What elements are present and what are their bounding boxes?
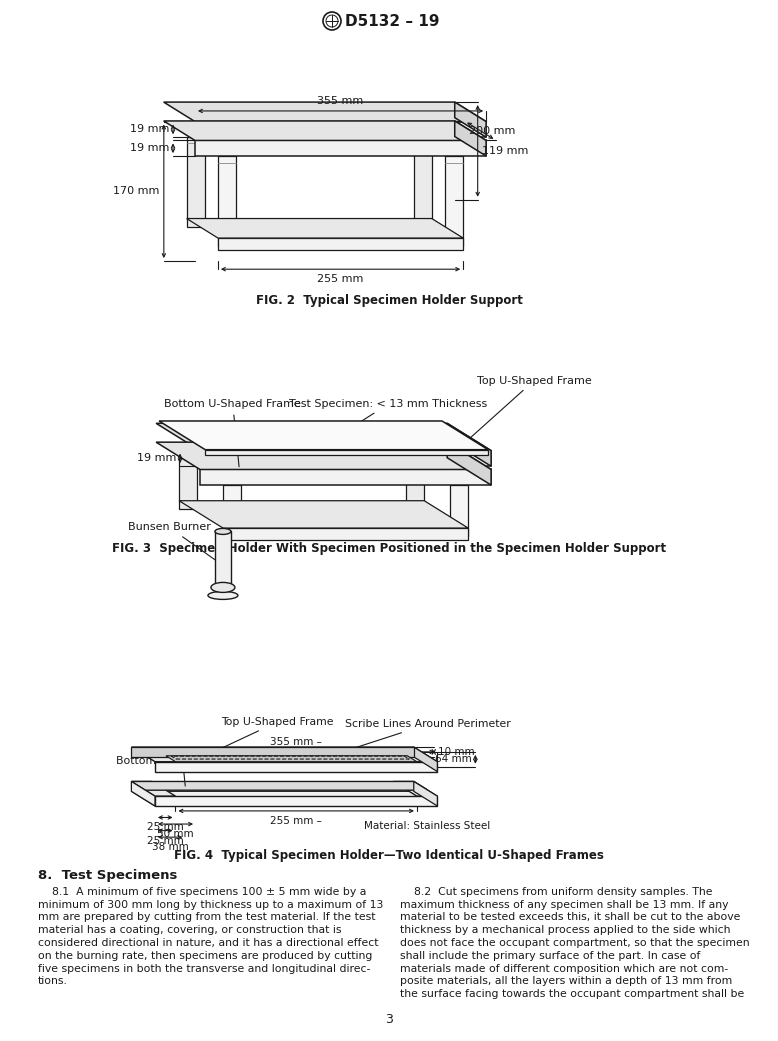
Polygon shape (393, 782, 437, 796)
Polygon shape (155, 796, 437, 806)
Polygon shape (215, 531, 231, 587)
Polygon shape (414, 747, 437, 771)
Text: 38 mm: 38 mm (152, 842, 188, 853)
Ellipse shape (211, 582, 235, 592)
Polygon shape (179, 501, 468, 528)
Polygon shape (200, 451, 491, 466)
Text: 119 mm: 119 mm (482, 146, 528, 156)
Polygon shape (195, 141, 486, 156)
Polygon shape (195, 122, 486, 137)
Polygon shape (447, 442, 491, 485)
Polygon shape (131, 791, 437, 806)
Text: 8.1  A minimum of five specimens 100 ± 5 mm wide by a
minimum of 300 mm long by : 8.1 A minimum of five specimens 100 ± 5 … (38, 887, 384, 986)
Polygon shape (156, 442, 491, 469)
Text: Bottom U-Shaped Frame: Bottom U-Shaped Frame (164, 400, 301, 466)
Polygon shape (179, 458, 197, 509)
Polygon shape (187, 219, 463, 238)
Text: Top U-Shaped Frame: Top U-Shaped Frame (214, 717, 334, 752)
Polygon shape (163, 121, 486, 141)
Text: 19 mm: 19 mm (130, 124, 169, 134)
Polygon shape (414, 136, 432, 227)
Polygon shape (200, 469, 491, 485)
Polygon shape (223, 528, 468, 539)
Text: D5132 – 19: D5132 – 19 (345, 14, 440, 28)
Polygon shape (131, 747, 437, 762)
Text: Bunsen Burner: Bunsen Burner (128, 523, 221, 564)
Text: Test Specimen: < 13 mm Thickness: Test Specimen: < 13 mm Thickness (289, 399, 488, 443)
Polygon shape (454, 102, 486, 137)
Polygon shape (131, 782, 428, 790)
Polygon shape (406, 458, 424, 509)
Polygon shape (454, 121, 486, 156)
Text: FIG. 2  Typical Specimen Holder Support: FIG. 2 Typical Specimen Holder Support (255, 294, 523, 307)
Polygon shape (218, 238, 463, 250)
Text: 3: 3 (385, 1013, 393, 1026)
Polygon shape (131, 782, 176, 796)
Text: 19 mm: 19 mm (130, 144, 169, 153)
Text: Bottom U-Shaped Frame: Bottom U-Shaped Frame (116, 756, 250, 786)
Ellipse shape (208, 591, 238, 600)
Text: 355 mm: 355 mm (317, 96, 363, 106)
Text: 10 mm: 10 mm (438, 747, 475, 757)
Polygon shape (450, 485, 468, 536)
Polygon shape (447, 424, 491, 466)
Text: FIG. 4  Typical Specimen Holder—Two Identical U-Shaped Frames: FIG. 4 Typical Specimen Holder—Two Ident… (174, 848, 604, 862)
Polygon shape (445, 156, 463, 247)
Text: 8.2  Cut specimens from uniform density samples. The
maximum thickness of any sp: 8.2 Cut specimens from uniform density s… (400, 887, 750, 999)
Polygon shape (223, 485, 241, 536)
Polygon shape (159, 421, 488, 450)
Polygon shape (166, 756, 417, 762)
Text: 8.  Test Specimens: 8. Test Specimens (38, 869, 177, 882)
Text: 50 mm: 50 mm (157, 829, 194, 839)
Ellipse shape (215, 529, 231, 534)
Text: Scribe Lines Around Perimeter: Scribe Lines Around Perimeter (323, 719, 511, 758)
Text: Material: Stainless Steel: Material: Stainless Steel (363, 821, 490, 832)
Polygon shape (218, 156, 236, 247)
Polygon shape (156, 424, 491, 451)
Text: 200 mm: 200 mm (468, 126, 515, 135)
Text: 19 mm: 19 mm (137, 454, 176, 463)
Polygon shape (155, 762, 437, 771)
Text: 64 mm: 64 mm (435, 755, 471, 764)
Polygon shape (187, 136, 205, 227)
Text: 25 mm: 25 mm (147, 822, 184, 833)
Text: 170 mm: 170 mm (114, 186, 159, 197)
Polygon shape (131, 747, 414, 757)
Text: 25 mm: 25 mm (147, 836, 184, 845)
Polygon shape (205, 450, 488, 455)
Polygon shape (131, 782, 155, 806)
Polygon shape (414, 782, 437, 806)
Polygon shape (163, 102, 486, 122)
Text: 355 mm –: 355 mm – (270, 737, 322, 746)
Text: Top U-Shaped Frame: Top U-Shaped Frame (464, 376, 591, 443)
Text: 255 mm: 255 mm (317, 274, 364, 284)
Text: FIG. 3  Specimen Holder With Specimen Positioned in the Specimen Holder Support: FIG. 3 Specimen Holder With Specimen Pos… (112, 541, 666, 555)
Text: 255 mm –: 255 mm – (270, 816, 322, 826)
